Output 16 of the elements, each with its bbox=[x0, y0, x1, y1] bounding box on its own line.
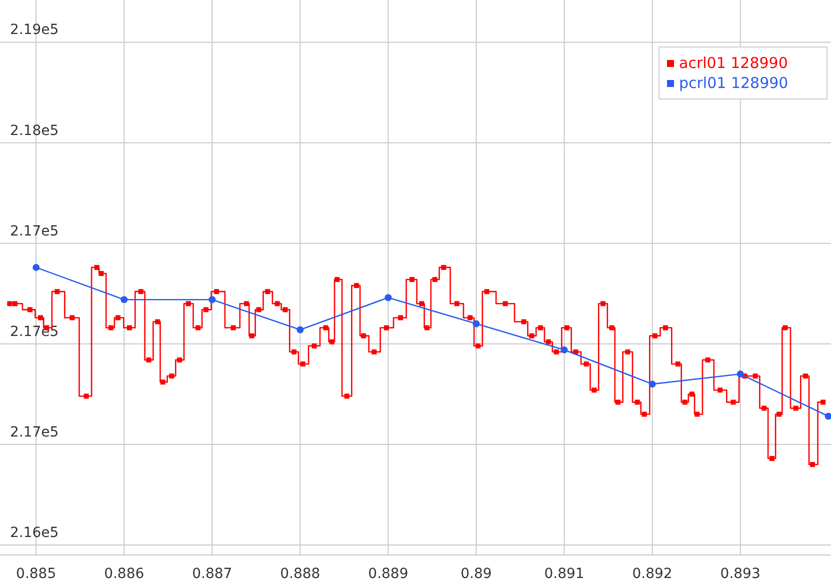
x-tick-label: 0.889 bbox=[368, 566, 408, 582]
x-tick-label: 0.892 bbox=[632, 566, 672, 582]
x-tick-label: 0.891 bbox=[544, 566, 584, 582]
y-tick-label: 2.17e5 bbox=[10, 223, 59, 240]
x-tick-label: 0.885 bbox=[16, 566, 56, 582]
legend-label: acrl01 128990 bbox=[679, 54, 788, 72]
y-tick-label: 2.19e5 bbox=[10, 22, 59, 38]
y-tick-label: 2.16e5 bbox=[10, 524, 59, 541]
x-tick-label: 0.886 bbox=[104, 566, 144, 582]
y-tick-label: 2.18e5 bbox=[10, 122, 59, 139]
x-tick-label: 0.89 bbox=[460, 566, 492, 582]
x-tick-label: 0.887 bbox=[192, 566, 232, 582]
x-tick-label: 0.893 bbox=[720, 566, 760, 582]
legend-label: pcrl01 128990 bbox=[679, 74, 788, 92]
x-tick-label: 0.888 bbox=[280, 566, 320, 582]
y-tick-label: 2.17e5 bbox=[10, 424, 59, 440]
